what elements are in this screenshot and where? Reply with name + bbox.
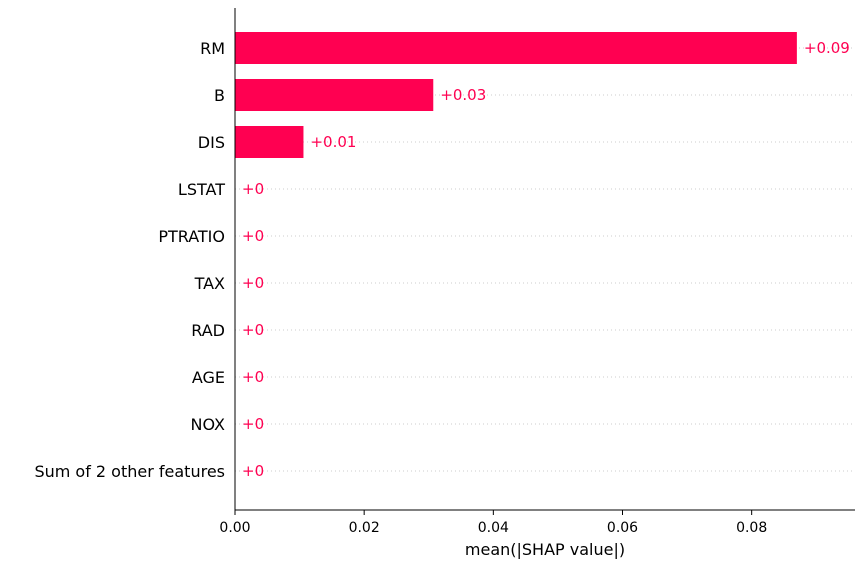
feature-label: Sum of 2 other features — [34, 462, 225, 481]
feature-label: AGE — [192, 368, 225, 387]
x-tick-label: 0.02 — [349, 520, 380, 536]
axes: 0.00 0.02 0.04 0.06 0.08 — [219, 8, 855, 536]
feature-label: RAD — [191, 321, 225, 340]
feature-label: PTRATIO — [158, 227, 225, 246]
feature-labels: RM B DIS LSTAT PTRATIO TAX RAD AGE NOX Sum of 2 o… — [34, 39, 225, 481]
data-label: +0.01 — [310, 133, 356, 151]
x-tick-label: 0.00 — [219, 520, 250, 536]
data-label: +0 — [242, 227, 264, 245]
x-tick-label: 0.08 — [736, 520, 767, 536]
feature-label: LSTAT — [178, 180, 225, 199]
data-label: +0.09 — [804, 39, 850, 57]
data-label: +0 — [242, 415, 264, 433]
feature-label: B — [214, 86, 225, 105]
bars-group — [235, 32, 797, 158]
feature-label: TAX — [194, 274, 225, 293]
data-label: +0 — [242, 321, 264, 339]
x-tick-label: 0.06 — [607, 520, 638, 536]
feature-label: DIS — [198, 133, 225, 152]
bar — [235, 79, 434, 111]
bar — [235, 126, 304, 158]
bar — [235, 32, 797, 64]
data-label: +0 — [242, 180, 264, 198]
data-label: +0 — [242, 462, 264, 480]
data-label: +0 — [242, 274, 264, 292]
data-labels: +0.09 +0.03 +0.01 +0 +0 +0 +0 +0 +0 +0 — [242, 39, 850, 480]
x-tick-label: 0.04 — [478, 520, 509, 536]
guide-lines — [235, 47, 855, 472]
data-label: +0 — [242, 368, 264, 386]
feature-label: RM — [200, 39, 225, 58]
feature-label: NOX — [191, 415, 226, 434]
data-label: +0.03 — [440, 86, 486, 104]
x-axis-title: mean(|SHAP value|) — [465, 540, 625, 559]
